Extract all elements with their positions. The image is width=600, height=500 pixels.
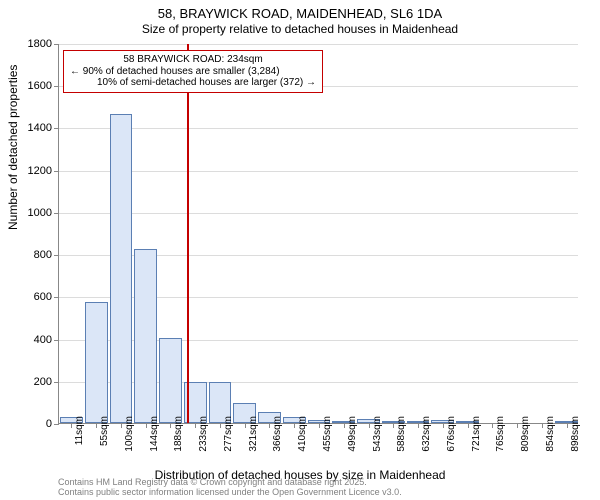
footer-line-2: Contains public sector information licen… (58, 488, 402, 498)
x-tick (393, 423, 394, 428)
x-tick-label: 277sqm (223, 416, 234, 466)
x-tick (294, 423, 295, 428)
x-tick (195, 423, 196, 428)
x-tick (344, 423, 345, 428)
y-tick-label: 1200 (12, 165, 52, 177)
x-tick (245, 423, 246, 428)
x-tick-label: 455sqm (322, 416, 333, 466)
chart-area: 58 BRAYWICK ROAD: 234sqm← 90% of detache… (58, 44, 578, 424)
y-tick (54, 424, 59, 425)
gridline (59, 44, 578, 45)
y-tick (54, 171, 59, 172)
x-tick (369, 423, 370, 428)
y-tick-label: 0 (12, 418, 52, 430)
annotation-line-2: ← 90% of detached houses are smaller (3,… (70, 66, 316, 78)
property-marker-line (187, 44, 189, 423)
x-tick (517, 423, 518, 428)
x-tick (492, 423, 493, 428)
x-tick-label: 499sqm (347, 416, 358, 466)
histogram-bar (159, 338, 182, 424)
y-tick (54, 340, 59, 341)
x-tick (319, 423, 320, 428)
chart-title-block: 58, BRAYWICK ROAD, MAIDENHEAD, SL6 1DA S… (0, 0, 600, 36)
x-tick-label: 366sqm (272, 416, 283, 466)
y-tick (54, 255, 59, 256)
gridline (59, 213, 578, 214)
gridline (59, 128, 578, 129)
x-tick-label: 410sqm (297, 416, 308, 466)
y-tick-label: 200 (12, 376, 52, 388)
x-tick (96, 423, 97, 428)
x-tick-label: 543sqm (372, 416, 383, 466)
x-tick (146, 423, 147, 428)
annotation-line-3: 10% of semi-detached houses are larger (… (70, 77, 316, 89)
y-tick-label: 1600 (12, 80, 52, 92)
y-tick (54, 86, 59, 87)
y-tick-label: 600 (12, 291, 52, 303)
x-tick (567, 423, 568, 428)
x-tick-label: 676sqm (446, 416, 457, 466)
x-tick (468, 423, 469, 428)
x-tick (418, 423, 419, 428)
y-tick-label: 1400 (12, 122, 52, 134)
annotation-box: 58 BRAYWICK ROAD: 234sqm← 90% of detache… (63, 50, 323, 93)
x-tick-label: 188sqm (173, 416, 184, 466)
x-tick (269, 423, 270, 428)
x-tick-label: 588sqm (396, 416, 407, 466)
footer-attribution: Contains HM Land Registry data © Crown c… (58, 478, 402, 498)
x-tick-label: 321sqm (248, 416, 259, 466)
y-tick-label: 1000 (12, 207, 52, 219)
x-tick (220, 423, 221, 428)
x-tick-label: 765sqm (495, 416, 506, 466)
x-tick (443, 423, 444, 428)
plot-area: 58 BRAYWICK ROAD: 234sqm← 90% of detache… (58, 44, 578, 424)
y-tick-label: 800 (12, 249, 52, 261)
y-tick (54, 382, 59, 383)
x-tick-label: 898sqm (570, 416, 581, 466)
gridline (59, 171, 578, 172)
x-tick-label: 632sqm (421, 416, 432, 466)
y-tick (54, 44, 59, 45)
x-tick (121, 423, 122, 428)
y-tick (54, 213, 59, 214)
x-tick-label: 55sqm (99, 416, 110, 466)
x-tick (170, 423, 171, 428)
x-tick (542, 423, 543, 428)
x-tick-label: 809sqm (520, 416, 531, 466)
histogram-bar (85, 302, 108, 423)
x-tick-label: 721sqm (471, 416, 482, 466)
y-tick (54, 128, 59, 129)
title-line-2: Size of property relative to detached ho… (0, 22, 600, 36)
x-tick-label: 144sqm (149, 416, 160, 466)
y-tick (54, 297, 59, 298)
x-tick-label: 100sqm (124, 416, 135, 466)
histogram-bar (110, 114, 133, 423)
x-tick-label: 233sqm (198, 416, 209, 466)
title-line-1: 58, BRAYWICK ROAD, MAIDENHEAD, SL6 1DA (0, 6, 600, 22)
x-tick-label: 11sqm (74, 416, 85, 466)
histogram-bar (134, 249, 157, 423)
x-tick-label: 854sqm (545, 416, 556, 466)
x-tick (71, 423, 72, 428)
y-tick-label: 1800 (12, 38, 52, 50)
y-tick-label: 400 (12, 334, 52, 346)
annotation-line-1: 58 BRAYWICK ROAD: 234sqm (70, 54, 316, 66)
